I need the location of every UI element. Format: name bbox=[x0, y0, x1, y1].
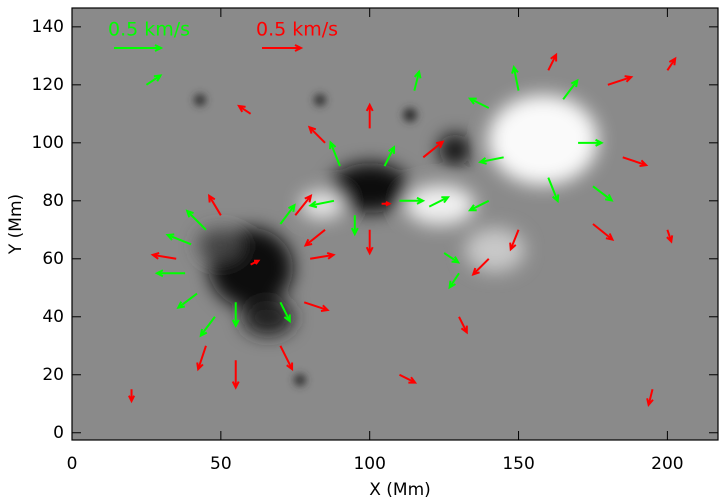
velocity-arrow bbox=[365, 229, 374, 256]
y-tick-label: 60 bbox=[42, 249, 64, 269]
y-tick-label: 140 bbox=[32, 17, 64, 37]
velocity-arrow bbox=[231, 360, 240, 390]
velocity-arrow bbox=[666, 56, 677, 71]
velocity-arrow bbox=[399, 373, 418, 384]
x-tick-label: 100 bbox=[353, 454, 385, 474]
velocity-arrow bbox=[467, 199, 490, 212]
y-tick-label: 40 bbox=[42, 307, 64, 327]
velocity-arrow bbox=[592, 185, 614, 202]
velocity-arrow bbox=[309, 251, 336, 260]
velocity-arrow bbox=[307, 125, 326, 144]
legend-key-arrow bbox=[114, 44, 164, 52]
velocity-arrow bbox=[145, 74, 163, 86]
y-tick-label: 120 bbox=[32, 75, 64, 95]
velocity-arrow bbox=[509, 229, 520, 252]
magnetogram bbox=[72, 8, 718, 440]
velocity-arrow bbox=[176, 292, 198, 310]
x-tick-label: 0 bbox=[67, 454, 78, 474]
velocity-arrow bbox=[128, 389, 136, 404]
velocity-arrow bbox=[165, 233, 192, 246]
velocity-arrow bbox=[399, 196, 426, 205]
velocity-arrow bbox=[547, 177, 560, 204]
y-tick-label: 0 bbox=[53, 423, 64, 443]
velocity-arrow bbox=[622, 156, 649, 168]
velocity-arrow bbox=[383, 145, 395, 167]
velocity-arrow bbox=[279, 301, 291, 324]
velocity-arrow bbox=[303, 301, 330, 313]
velocity-arrow bbox=[443, 252, 461, 264]
velocity-arrow bbox=[547, 52, 558, 71]
x-tick-label: 50 bbox=[210, 454, 232, 474]
y-tick-label: 20 bbox=[42, 365, 64, 385]
velocity-arrow bbox=[458, 316, 468, 335]
velocity-arrow bbox=[413, 69, 422, 91]
legend-label: 0.5 km/s bbox=[256, 19, 338, 41]
x-tick-label: 150 bbox=[502, 454, 534, 474]
velocity-arrow bbox=[607, 75, 634, 86]
velocity-arrow bbox=[428, 196, 451, 208]
velocity-arrow bbox=[578, 138, 604, 147]
velocity-arrow bbox=[196, 345, 207, 372]
velocity-arrow bbox=[303, 229, 326, 247]
velocity-arrow bbox=[154, 269, 186, 278]
y-tick-label: 100 bbox=[32, 133, 64, 153]
y-axis-label: Y (Mm) bbox=[6, 194, 26, 255]
velocity-arrow bbox=[250, 259, 261, 266]
x-tick-label: 200 bbox=[651, 454, 683, 474]
velocity-arrow bbox=[592, 223, 615, 241]
velocity-arrow bbox=[207, 193, 222, 216]
x-axis-label: X (Mm) bbox=[369, 480, 431, 500]
velocity-arrow bbox=[185, 209, 207, 231]
velocity-arrow bbox=[471, 258, 490, 276]
velocity-arrow bbox=[350, 215, 359, 237]
velocity-arrow bbox=[231, 302, 240, 329]
velocity-arrow bbox=[328, 140, 341, 167]
velocity-arrow bbox=[477, 156, 504, 165]
velocity-arrow bbox=[381, 201, 392, 207]
legend-key-arrow bbox=[262, 44, 304, 52]
velocity-arrow bbox=[646, 389, 654, 408]
velocity-arrow bbox=[511, 64, 520, 91]
velocity-arrow bbox=[308, 199, 335, 209]
velocity-arrow bbox=[237, 104, 252, 115]
y-tick-label: 80 bbox=[42, 191, 64, 211]
velocity-arrow bbox=[467, 97, 490, 109]
velocity-arrow bbox=[666, 229, 674, 244]
legend-label: 0.5 km/s bbox=[108, 19, 190, 41]
velocity-arrow bbox=[150, 251, 177, 260]
velocity-arrow bbox=[279, 203, 296, 225]
velocity-arrow bbox=[365, 102, 374, 129]
plot-frame bbox=[71, 7, 719, 441]
velocity-arrow bbox=[294, 194, 313, 216]
velocity-arrow bbox=[199, 316, 216, 338]
velocity-arrow bbox=[448, 272, 460, 290]
velocity-arrow bbox=[422, 140, 445, 159]
velocity-arrow bbox=[562, 78, 579, 100]
velocity-arrow bbox=[279, 345, 294, 372]
